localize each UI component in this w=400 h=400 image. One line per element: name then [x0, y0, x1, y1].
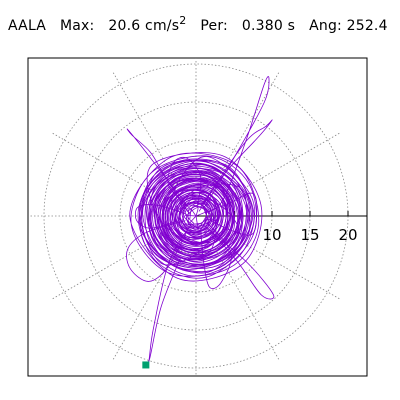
period-label: Per: — [200, 18, 228, 34]
trace-excursion-6 — [200, 221, 232, 290]
radial-tick-label-10: 10 — [262, 226, 281, 244]
grid-spoke-150 — [51, 132, 164, 198]
period-value: 0.380 s — [241, 18, 296, 34]
grid-spoke-240 — [112, 248, 178, 361]
trace-excursion-7 — [126, 220, 189, 282]
grid-spoke-120 — [112, 71, 178, 184]
grid-spoke-60 — [214, 71, 280, 184]
angle-label: Ang: — [309, 18, 342, 34]
max-unit-power: 2 — [179, 14, 187, 27]
radial-tick-labels: 10 15 20 — [262, 226, 357, 244]
radial-tick-label-20: 20 — [338, 226, 357, 244]
grid-spoke-330 — [228, 234, 341, 300]
grid-spoke-30 — [228, 132, 341, 198]
trace-excursion-10 — [167, 156, 202, 208]
hodogram-header: AALA Max: 20.6 cm/s2 Per: 0.380 s Ang: 2… — [8, 14, 388, 34]
max-label: Max: — [60, 18, 95, 34]
end-marker-square — [142, 361, 150, 369]
radial-axis — [196, 211, 367, 217]
trace-excursion-2 — [198, 119, 273, 212]
trace-excursion-8 — [204, 192, 258, 236]
radial-tick-label-15: 15 — [300, 226, 319, 244]
grid-spoke-300 — [214, 248, 280, 361]
trace-excursion-5 — [203, 224, 275, 300]
trace-excursion-9 — [134, 204, 188, 229]
end-marker — [142, 361, 150, 369]
station-code: AALA — [8, 18, 47, 34]
plot-frame — [27, 57, 368, 377]
trace-core-pass-4 — [139, 156, 256, 277]
grid-spoke-210 — [51, 234, 164, 300]
angle-value: 252.4 — [346, 18, 388, 34]
trace-excursion-1 — [203, 76, 270, 214]
max-value: 20.6 cm/s — [108, 18, 180, 34]
motion-trace — [126, 76, 275, 366]
trace-excursion-3 — [126, 128, 191, 215]
